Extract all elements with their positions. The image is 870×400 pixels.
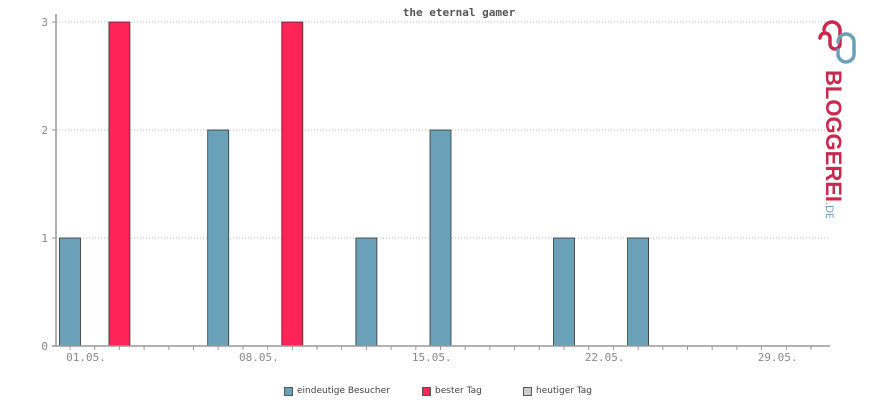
legend-item-today: heutiger Tag <box>523 386 592 396</box>
bar-visitors <box>355 237 378 347</box>
legend-item-best-day: bester Tag <box>422 386 482 396</box>
x-tick-label: 29.05. <box>758 351 798 364</box>
legend-swatch-today <box>523 386 532 396</box>
tick-labels: 0 1 2 3 01.05. 08.05. 15.05. 22.05. 29.05. <box>41 16 797 364</box>
y-tick-label: 0 <box>41 340 48 353</box>
bars <box>59 21 649 347</box>
bar-visitors <box>207 129 230 347</box>
logo-mark-icon <box>818 20 856 64</box>
bar-visitors <box>627 237 649 347</box>
y-tick-label: 1 <box>41 232 48 245</box>
legend-label-visitors: eindeutige Besucher <box>297 386 390 396</box>
chart-title: the eternal gamer <box>403 6 516 19</box>
logo-wordmark: BLOGGEREI.DE <box>821 70 846 218</box>
bar-best-day <box>108 21 131 347</box>
legend-swatch-visitors <box>284 386 293 396</box>
legend-swatch-best-day <box>422 386 431 396</box>
bar-visitors <box>59 237 81 347</box>
bar-visitors <box>553 237 575 347</box>
y-tick-label: 3 <box>41 16 48 29</box>
bar-visitors <box>429 129 452 347</box>
x-tick-label: 08.05. <box>239 351 279 364</box>
bar-best-day <box>281 21 304 347</box>
y-tick-label: 2 <box>41 124 48 137</box>
x-tick-label: 15.05. <box>412 351 452 364</box>
legend-item-visitors: eindeutige Besucher <box>284 386 390 396</box>
x-tick-label: 22.05. <box>585 351 625 364</box>
bloggerei-logo: BLOGGEREI.DE <box>818 20 856 218</box>
x-tick-label: 01.05. <box>66 351 106 364</box>
legend: eindeutige Besucher bester Tag heutiger … <box>0 386 870 398</box>
axes <box>52 14 830 350</box>
legend-label-best-day: bester Tag <box>435 386 482 396</box>
legend-label-today: heutiger Tag <box>536 386 593 396</box>
